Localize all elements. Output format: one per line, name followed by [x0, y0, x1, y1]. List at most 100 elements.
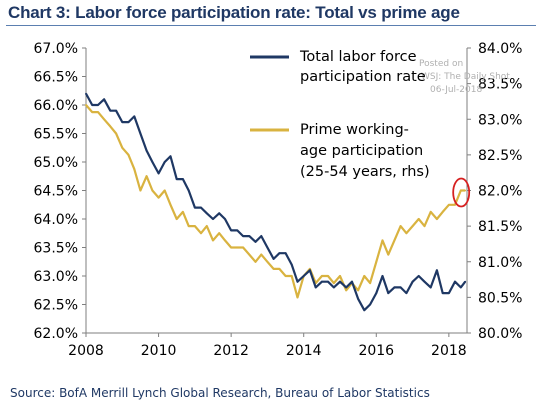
total-participation-point	[187, 189, 190, 192]
prime-age-point	[459, 189, 462, 192]
left-tick-label: 64.0%	[34, 212, 78, 228]
prime-age-point	[200, 232, 202, 235]
total-participation-point	[327, 280, 329, 283]
left-tick-label: 67.0%	[34, 41, 78, 57]
total-participation-point	[435, 269, 438, 272]
total-participation-point	[411, 280, 414, 283]
total-participation-point	[405, 292, 408, 294]
total-participation-point	[266, 246, 269, 249]
prime-age-point	[339, 275, 341, 277]
prime-age-point	[187, 225, 190, 228]
total-participation-point	[399, 286, 402, 289]
right-tick-label: 82.0%	[478, 184, 522, 200]
legend-label-prime: age participation	[300, 143, 423, 159]
legend-label-total: Total labor force	[299, 49, 417, 65]
total-participation-point	[284, 252, 287, 255]
prime-age-point	[435, 218, 438, 220]
legend-label-prime: Prime working-	[300, 122, 409, 138]
prime-age-point	[399, 225, 402, 228]
prime-age-point	[363, 275, 366, 277]
watermark-text: Posted on	[419, 59, 463, 69]
left-tick-label: 66.5%	[34, 70, 78, 86]
total-participation-point	[254, 240, 257, 243]
total-participation-point	[109, 109, 112, 112]
total-participation-point	[242, 235, 245, 238]
total-participation-point	[441, 292, 444, 294]
watermark-text: WSJ: The Daily Shot	[421, 72, 510, 82]
prime-age-point	[387, 253, 390, 256]
prime-age-point	[109, 125, 112, 128]
total-participation-point	[332, 286, 335, 289]
x-tick-label: 2018	[431, 343, 467, 359]
total-participation-point	[308, 269, 311, 272]
total-participation-point	[91, 104, 94, 106]
prime-age-point	[218, 232, 221, 235]
prime-age-point	[175, 218, 178, 220]
source-note: Source: BofA Merrill Lynch Global Resear…	[10, 386, 430, 400]
left-tick-label: 63.0%	[34, 269, 78, 285]
total-participation-point	[447, 292, 450, 294]
right-tick-label: 83.5%	[478, 77, 522, 93]
prime-age-point	[103, 118, 106, 121]
prime-age-point	[278, 267, 281, 270]
x-tick-label: 2016	[358, 343, 394, 359]
prime-age-point	[411, 225, 414, 228]
prime-age-point	[375, 260, 378, 263]
left-tick-label: 66.0%	[34, 98, 78, 114]
prime-age-point	[254, 260, 257, 263]
total-participation-point	[212, 218, 214, 220]
prime-age-point	[139, 189, 142, 192]
prime-age-point	[181, 210, 184, 213]
total-participation-series-line	[85, 93, 467, 312]
total-participation-point	[103, 98, 106, 101]
prime-age-point	[296, 296, 299, 299]
total-participation-point	[157, 172, 160, 175]
prime-age-point	[417, 218, 420, 220]
total-participation-point	[381, 275, 384, 277]
right-tick-label: 80.0%	[478, 326, 522, 342]
prime-age-point	[290, 275, 293, 277]
total-participation-point	[127, 121, 130, 123]
prime-age-point	[357, 289, 360, 292]
prime-age-point	[157, 196, 160, 199]
prime-age-point	[212, 239, 214, 242]
total-participation-point	[230, 229, 233, 232]
left-tick-label: 65.5%	[34, 127, 78, 143]
highlight-ellipse	[452, 177, 471, 208]
right-tick-label: 80.5%	[478, 290, 522, 306]
prime-age-point	[327, 275, 329, 277]
watermark-text: 06-Jul-2018	[430, 85, 482, 95]
prime-age-point	[169, 203, 172, 206]
total-participation-point	[417, 275, 420, 277]
x-tick-label: 2014	[286, 343, 322, 359]
total-participation-point	[464, 280, 467, 283]
prime-age-point	[447, 203, 450, 206]
prime-age-point	[121, 146, 124, 149]
total-participation-point	[121, 121, 124, 123]
total-participation-point	[320, 280, 323, 283]
prime-age-point	[151, 189, 154, 192]
legend-label-prime: (25-54 years, rhs)	[300, 164, 430, 180]
total-participation-point	[278, 252, 281, 255]
prime-age-series-line	[85, 104, 466, 299]
right-tick-label: 84.0%	[478, 41, 522, 57]
left-tick-label: 64.5%	[34, 184, 78, 200]
left-tick-label: 62.0%	[34, 326, 78, 342]
total-participation-point	[224, 218, 226, 220]
prime-age-point	[242, 246, 245, 249]
title-divider	[6, 25, 536, 26]
total-participation-point	[387, 292, 390, 294]
total-participation-point	[115, 109, 118, 112]
prime-age-point	[230, 246, 233, 249]
prime-age-point	[429, 210, 432, 213]
total-participation-point	[218, 212, 221, 215]
prime-age-point	[85, 104, 87, 106]
total-participation-point	[351, 280, 353, 283]
total-participation-point	[85, 92, 87, 95]
total-participation-point	[314, 286, 317, 289]
prime-age-point	[369, 282, 372, 285]
total-participation-point	[272, 258, 275, 260]
prime-age-point	[145, 175, 148, 178]
prime-age-point	[163, 189, 166, 192]
